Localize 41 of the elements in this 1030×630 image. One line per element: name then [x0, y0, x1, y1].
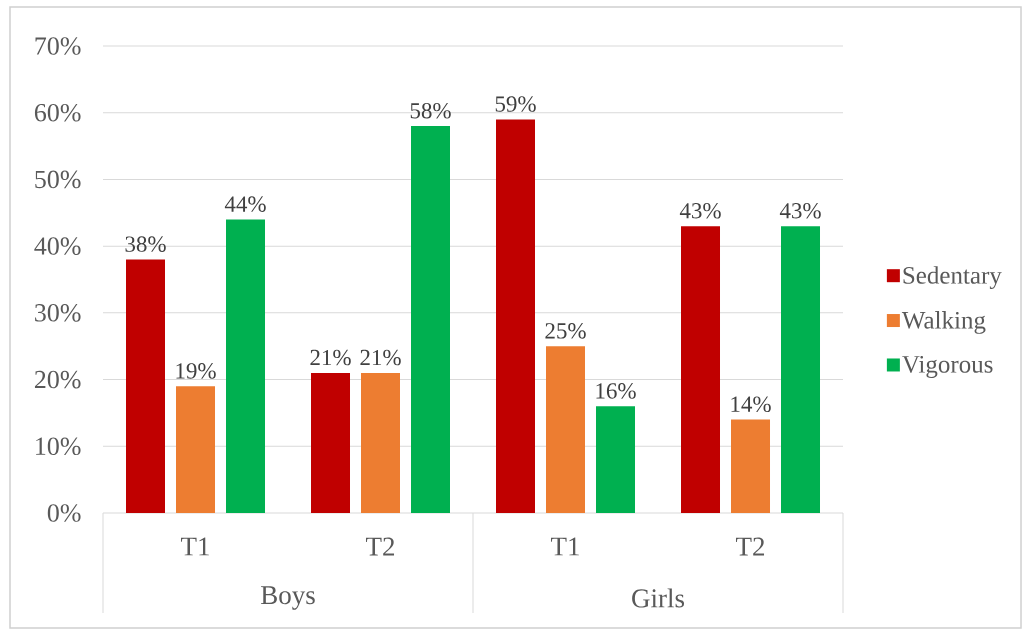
bar	[126, 259, 165, 513]
data-label: 43%	[679, 202, 721, 219]
x-tick-label: T2	[365, 537, 395, 556]
y-tick-label: 0%	[47, 504, 81, 522]
data-label: 16%	[596, 383, 636, 399]
y-tick-label: 70%	[35, 37, 81, 55]
legend-label: Walking	[901, 311, 986, 334]
y-tick-label: 60%	[34, 103, 81, 122]
bar	[411, 126, 450, 513]
bar	[596, 406, 636, 513]
data-label: 25%	[545, 323, 586, 339]
y-tick-label: 30%	[35, 304, 81, 322]
y-tick-label: 40%	[34, 237, 81, 255]
x-tick-label: T1	[180, 537, 209, 556]
data-label: 58%	[410, 102, 451, 119]
bar	[681, 226, 721, 513]
legend-label: Sedentary	[903, 266, 1002, 290]
text: Boys	[261, 586, 315, 610]
legend-label: Vigorous	[902, 355, 993, 378]
data-label: 43%	[779, 202, 821, 219]
data-label: 38%	[125, 236, 166, 252]
bar	[731, 419, 771, 513]
bar	[176, 386, 216, 513]
y-tick-label: 20%	[34, 370, 81, 389]
data-label: 21%	[360, 349, 401, 366]
data-label: 21%	[310, 349, 351, 366]
y-tick-label: 50%	[35, 170, 81, 189]
data-label: 59%	[495, 96, 536, 112]
data-label: 19%	[176, 363, 216, 379]
text: Girls	[632, 588, 685, 608]
bar	[546, 346, 585, 513]
bar	[496, 119, 535, 513]
x-tick-label: T1	[550, 537, 579, 556]
bar	[781, 226, 820, 513]
data-label: 44%	[224, 196, 266, 212]
bar	[361, 372, 400, 513]
data-label: 14%	[731, 396, 771, 413]
bar	[226, 219, 265, 513]
x-tick-label: T2	[735, 537, 765, 556]
bar	[311, 372, 350, 513]
y-tick-label: 10%	[36, 437, 81, 456]
